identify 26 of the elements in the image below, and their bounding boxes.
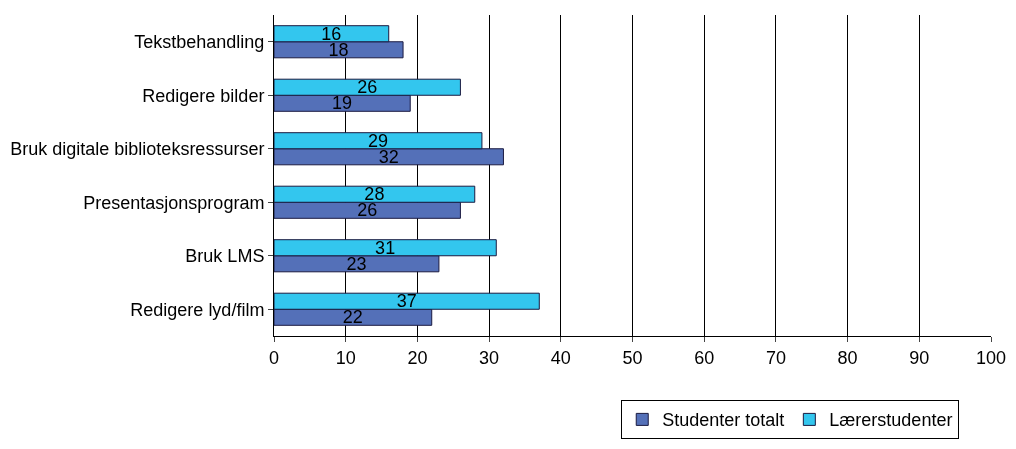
x-tick-label: 60 xyxy=(694,347,715,368)
x-tick-label: 100 xyxy=(975,347,1007,368)
data-label: 19 xyxy=(332,93,353,114)
y-tick-label: Presentasjonsprogram xyxy=(83,192,265,213)
legend-label: Studenter totalt xyxy=(662,410,785,431)
x-tick-label: 50 xyxy=(622,347,643,368)
x-tick-label: 90 xyxy=(909,347,930,368)
data-label: 22 xyxy=(342,307,363,328)
x-tick-label: 80 xyxy=(837,347,858,368)
data-label: 37 xyxy=(396,291,417,312)
x-tick-label: 0 xyxy=(268,347,280,368)
y-tick-label: Bruk digitale biblioteksressurser xyxy=(10,139,265,160)
legend-label: Lærerstudenter xyxy=(829,410,953,431)
data-label: 26 xyxy=(357,200,378,221)
x-tick-label: 30 xyxy=(479,347,500,368)
x-tick-label: 10 xyxy=(335,347,356,368)
data-label: 26 xyxy=(357,77,378,98)
x-tick-label: 40 xyxy=(550,347,571,368)
x-tick-label: 70 xyxy=(765,347,786,368)
y-tick-label: Redigere lyd/film xyxy=(130,299,265,320)
y-tick-label: Redigere bilder xyxy=(142,85,265,106)
y-tick-label: Bruk LMS xyxy=(185,246,265,267)
data-label: 23 xyxy=(346,253,367,274)
data-label: 31 xyxy=(375,237,396,258)
x-tick-label: 20 xyxy=(407,347,428,368)
y-tick-label: Tekstbehandling xyxy=(134,32,265,53)
